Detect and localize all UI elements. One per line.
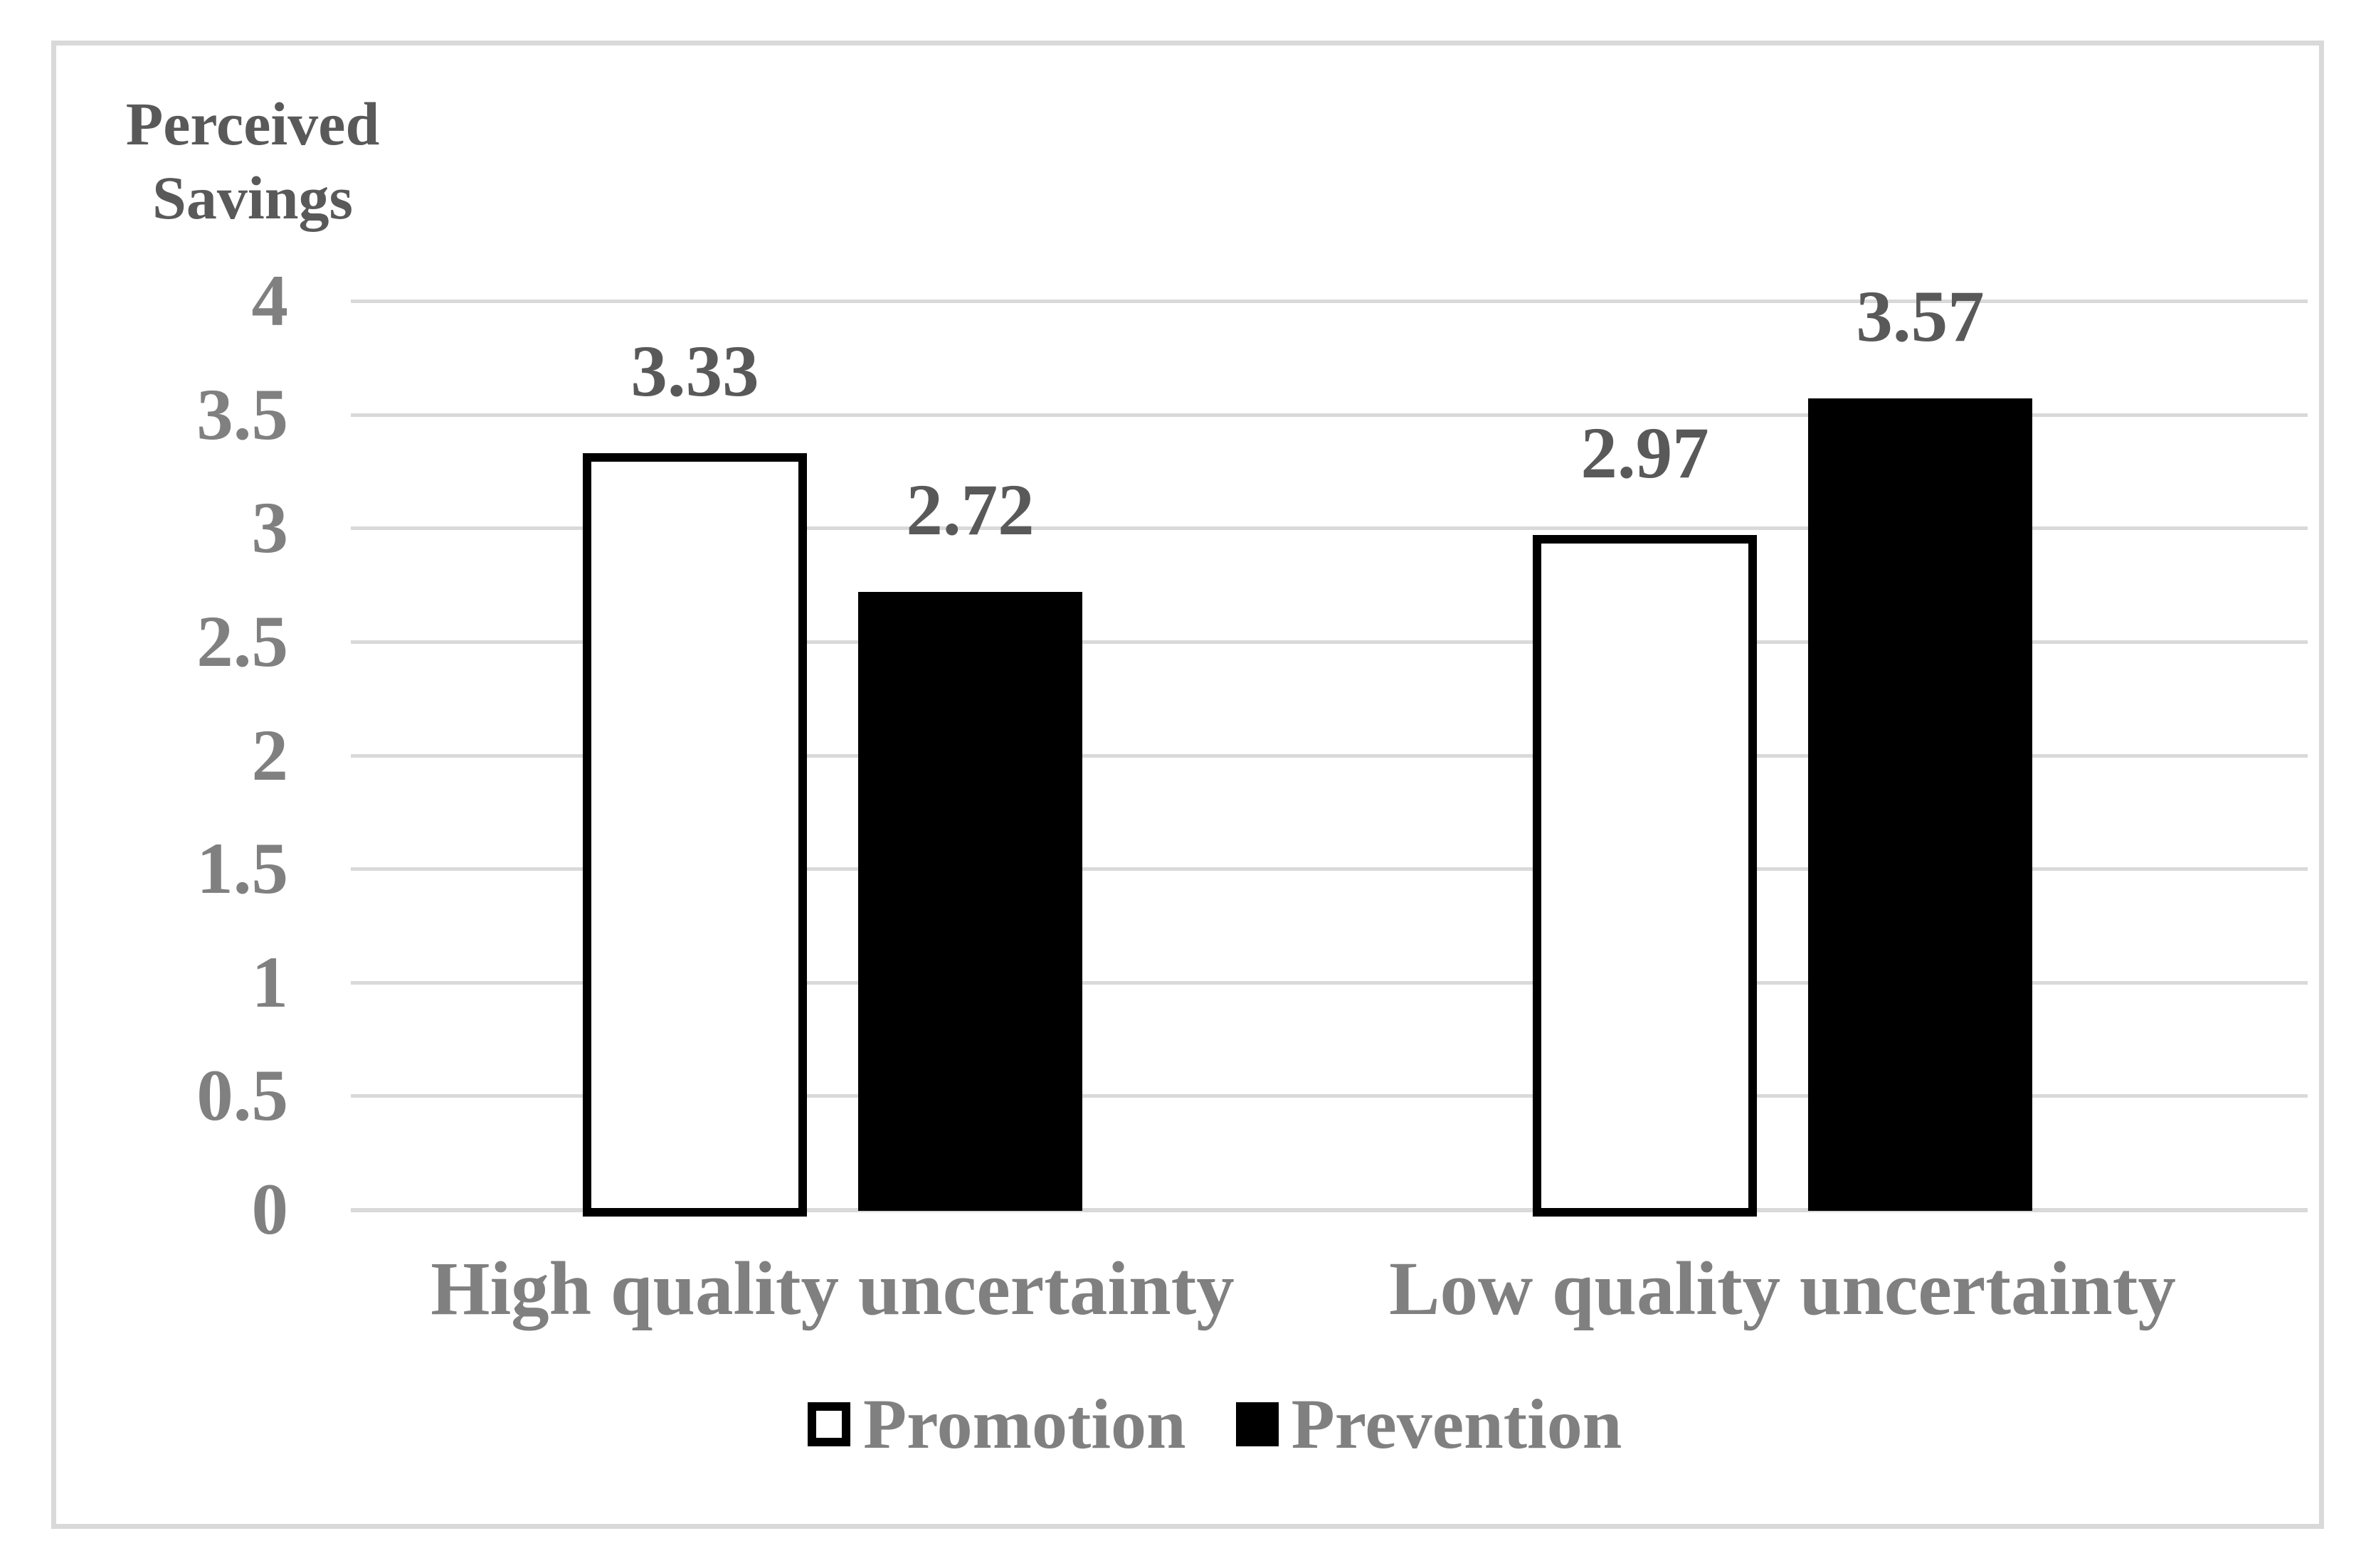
y-axis-title-line1: Perceived <box>125 90 380 158</box>
y-tick-label-1: 1 <box>251 941 289 1023</box>
legend-item-promotion: Promotion <box>808 1386 1186 1463</box>
y-tick-label-0: 0 <box>251 1169 289 1250</box>
bar-promotion-group1 <box>583 452 807 1217</box>
y-axis-title: Perceived Savings <box>71 87 434 235</box>
gridline-2.5 <box>351 640 2308 644</box>
legend-label-promotion: Promotion <box>863 1384 1186 1463</box>
y-tick-label-4: 4 <box>251 260 289 341</box>
promotion-swatch-icon <box>808 1402 850 1446</box>
y-axis-title-line2: Savings <box>152 164 354 232</box>
bar-value-label-2.97: 2.97 <box>1580 412 1709 494</box>
legend-item-prevention: Prevention <box>1235 1384 1622 1463</box>
bar-prevention-group1 <box>858 591 1082 1211</box>
prevention-swatch-icon <box>1235 1402 1279 1446</box>
gridline-0 <box>351 1208 2308 1212</box>
bar-value-label-3.33: 3.33 <box>630 330 759 412</box>
y-tick-label-1.5: 1.5 <box>196 828 288 910</box>
y-tick-label-2: 2 <box>251 714 289 796</box>
legend: Promotion Prevention <box>808 1386 1622 1463</box>
y-tick-label-3.5: 3.5 <box>196 374 288 455</box>
gridline-4 <box>351 300 2308 303</box>
gridline-3.5 <box>351 413 2308 417</box>
y-tick-label-0.5: 0.5 <box>196 1055 288 1137</box>
gridline-2 <box>351 753 2308 758</box>
y-tick-label-2.5: 2.5 <box>196 600 288 682</box>
category-label-high-quality-uncertainty: High quality uncertainty <box>431 1247 1235 1331</box>
gridline-0.5 <box>351 1094 2308 1098</box>
bar-value-label-3.57: 3.57 <box>1856 276 1985 358</box>
gridline-1 <box>351 980 2308 985</box>
y-tick-label-3: 3 <box>251 487 289 569</box>
bar-promotion-group2 <box>1533 534 1757 1217</box>
category-label-low-quality-uncertainty: Low quality uncertainty <box>1389 1247 2176 1331</box>
gridline-1.5 <box>351 867 2308 872</box>
legend-label-prevention: Prevention <box>1291 1384 1622 1463</box>
gridline-3 <box>351 526 2308 531</box>
bar-prevention-group2 <box>1808 398 2032 1211</box>
bar-value-label-2.72: 2.72 <box>906 469 1035 551</box>
